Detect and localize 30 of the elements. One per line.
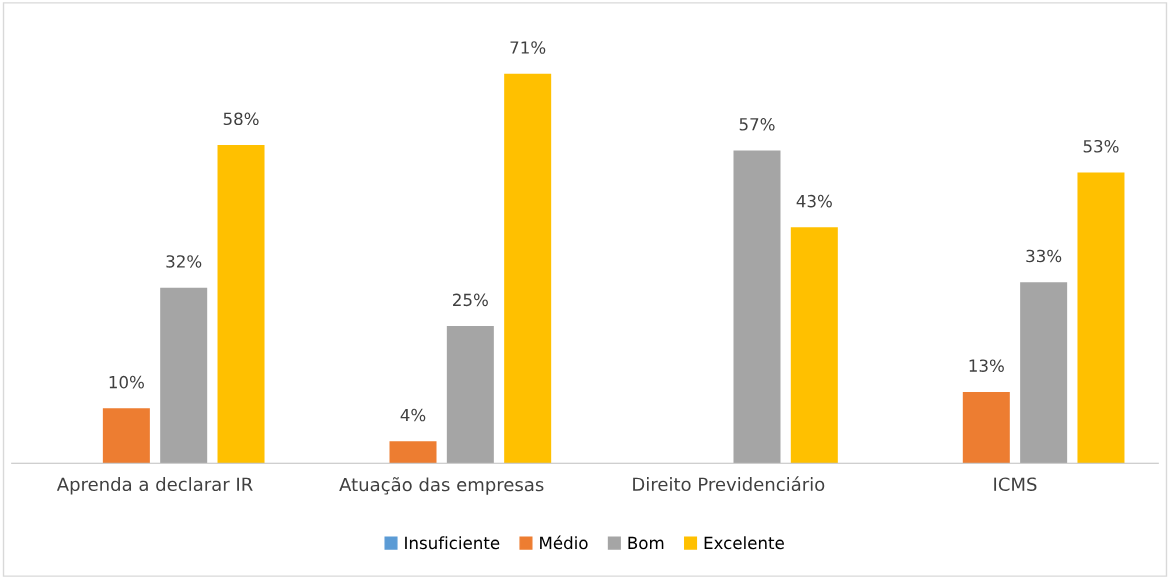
x-tick-label: Atuação das empresas bbox=[339, 477, 544, 495]
bar bbox=[102, 408, 150, 464]
bar bbox=[733, 150, 781, 464]
bar bbox=[389, 441, 437, 464]
data-label: 58% bbox=[223, 112, 259, 126]
x-tick-label: Direito Previdenciário bbox=[633, 476, 825, 492]
data-label: 53% bbox=[1083, 139, 1119, 153]
data-label: 10% bbox=[109, 375, 144, 389]
bar bbox=[217, 145, 265, 464]
legend-label: Bom bbox=[628, 536, 664, 550]
data-label: 71% bbox=[510, 41, 546, 54]
x-tick-label: ICMS bbox=[994, 477, 1037, 492]
legend-label: Insuficiente bbox=[405, 536, 500, 550]
bar bbox=[1077, 172, 1125, 464]
bar bbox=[160, 287, 208, 464]
data-label: 43% bbox=[796, 194, 832, 208]
bar bbox=[962, 391, 1010, 464]
data-label: 13% bbox=[969, 359, 1004, 372]
data-label: 57% bbox=[739, 117, 775, 131]
data-label: 33% bbox=[1026, 249, 1062, 263]
bar bbox=[446, 326, 494, 464]
bar bbox=[1020, 282, 1068, 464]
data-label: 4% bbox=[400, 408, 426, 422]
bar bbox=[504, 73, 552, 464]
legend-label: Excelente bbox=[704, 536, 784, 550]
data-label: 25% bbox=[453, 293, 488, 307]
x-tick-label: Aprenda a declarar IR bbox=[56, 477, 253, 495]
data-label: 32% bbox=[166, 255, 202, 268]
bar bbox=[790, 227, 838, 464]
legend-label: Médio bbox=[540, 535, 588, 550]
